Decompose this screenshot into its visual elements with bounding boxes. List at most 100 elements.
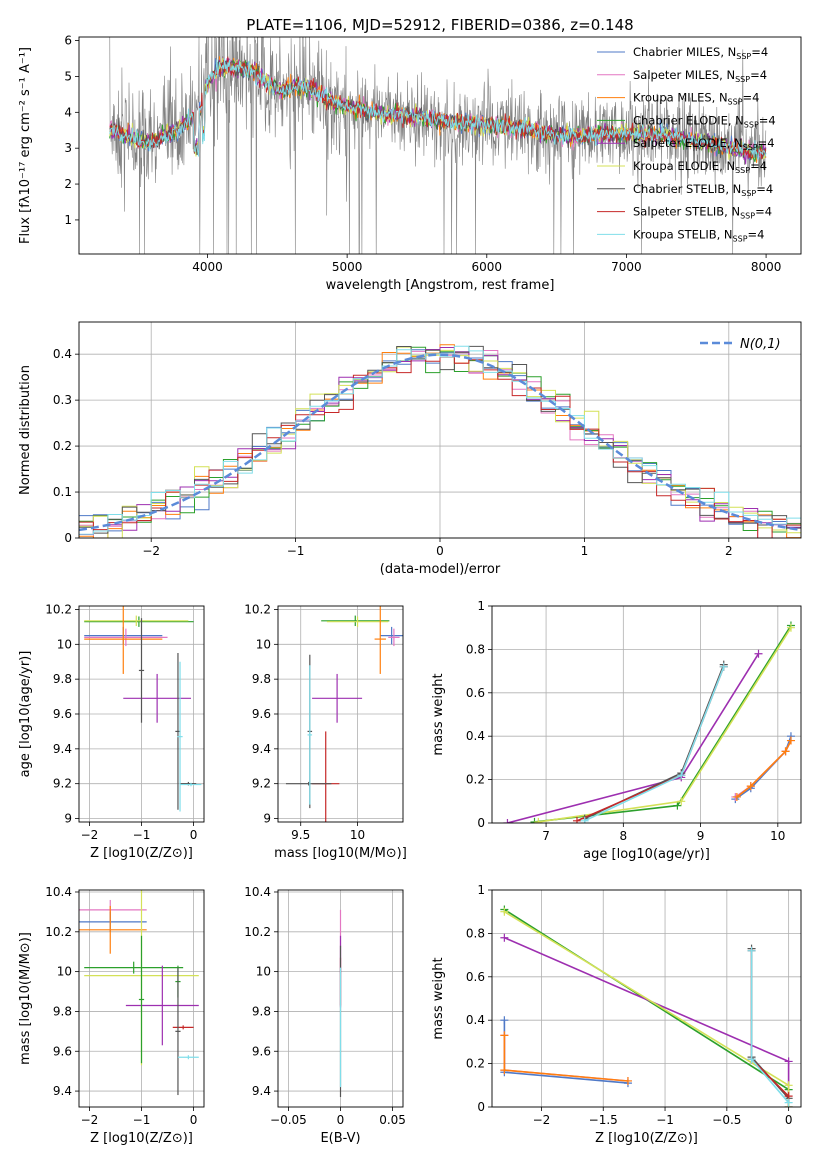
x-tick-label: −2 — [142, 544, 160, 558]
y-tick-label: 0.4 — [466, 1013, 485, 1027]
y-axis-label: age [log10(age/yr)] — [18, 651, 33, 778]
axes: 9.5 10 9 9.2 9.4 9.6 9.8 10 10.2 mass [log10(M/M⊙… — [244, 602, 407, 861]
x-tick-label: −1.5 — [589, 1113, 618, 1127]
mass-weight-marker — [580, 816, 589, 823]
y-tick-label: 0 — [64, 531, 72, 545]
y-tick-label: 10 — [256, 637, 271, 651]
y-tick-label: 3 — [64, 141, 72, 155]
x-tick-label: 0 — [190, 1113, 198, 1127]
axes-frame — [277, 605, 404, 823]
mass-weight-marker — [747, 1055, 756, 1064]
legend-entry: Chabrier MILES, NSSP=4 — [633, 45, 768, 61]
axes: −2 −1 0 9.4 9.6 9.8 10 10.2 10.4 Z [log10(Z/Z⊙)] m… — [18, 885, 205, 1146]
gaussian-reference-curve — [79, 353, 801, 532]
x-tick-label: −2 — [81, 1113, 99, 1127]
y-tick-label: 0.2 — [466, 1057, 485, 1071]
x-tick-label: 8000 — [751, 260, 782, 274]
legend-entry: Chabrier STELIB, NSSP=4 — [633, 182, 773, 198]
axes-frame — [277, 889, 404, 1108]
y-tick-label: 5 — [64, 69, 72, 83]
y-tick-label: 9.6 — [53, 707, 72, 721]
x-tick-label: 9 — [697, 829, 705, 843]
y-tick-label: 6 — [64, 34, 72, 48]
y-tick-label: 9.4 — [53, 742, 72, 756]
mass-weight-marker — [500, 1016, 509, 1025]
x-tick-label: 9.5 — [291, 828, 310, 842]
y-tick-label: 9 — [64, 812, 72, 826]
y-tick-label: 9.6 — [252, 1044, 271, 1058]
mass-weight-marker — [784, 1081, 793, 1090]
mass-weight-marker — [500, 933, 509, 942]
mass-weight-line — [734, 740, 792, 798]
axes-frame — [491, 889, 802, 1108]
legend-entry: Kroupa MILES, NSSP=4 — [633, 91, 759, 107]
spectrum-model-line — [109, 58, 767, 161]
y-tick-label: 0.2 — [53, 439, 72, 453]
y-axis-label: mass weight — [431, 673, 446, 755]
y-axis-label: mass [log10(M/M⊙)] — [18, 932, 33, 1065]
y-tick-label: 9 — [263, 812, 271, 826]
mass-weight-marker — [719, 662, 728, 671]
y-tick-label: 0.4 — [53, 347, 72, 361]
histogram-step — [79, 356, 801, 538]
mass-weight-marker — [673, 801, 682, 810]
y-tick-label: 9.4 — [252, 1084, 271, 1098]
plot-area — [503, 621, 795, 823]
y-tick-label: 0.8 — [466, 642, 485, 656]
mass-weight-marker — [572, 816, 581, 823]
mass-weight-marker — [786, 623, 795, 632]
y-tick-label: 0 — [477, 816, 485, 830]
mass-weight-marker — [677, 797, 686, 806]
mass-weight-line — [538, 627, 792, 823]
legend-entry: Chabrier ELODIE, NSSP=4 — [633, 113, 776, 129]
x-tick-label: −1 — [133, 1113, 151, 1127]
mass-weight-line — [503, 911, 790, 1107]
x-tick-label: −0.05 — [270, 1113, 307, 1127]
plot-area — [500, 905, 793, 1107]
y-tick-label: 10.2 — [244, 925, 271, 939]
y-tick-label: 9.2 — [252, 777, 271, 791]
x-axis-label: Z [log10(Z/Z⊙)] — [595, 1131, 698, 1146]
y-tick-label: 10.4 — [45, 885, 72, 899]
x-tick-label: 6000 — [472, 260, 503, 274]
y-tick-label: 9.4 — [53, 1084, 72, 1098]
y-tick-label: 0.3 — [53, 393, 72, 407]
y-tick-label: 9.8 — [252, 672, 271, 686]
x-axis-label: Z [log10(Z/Z⊙)] — [90, 1131, 193, 1146]
mass-weight-marker — [784, 1098, 793, 1107]
y-tick-label: 10.2 — [45, 925, 72, 939]
panel-spectrum: 4000 5000 6000 7000 8000 1 2 3 4 5 6 wavelength [An… — [18, 34, 802, 293]
x-axis-label: age [log10(age/yr)] — [583, 847, 710, 862]
x-tick-label: 8 — [620, 829, 628, 843]
axes: 4000 5000 6000 7000 8000 1 2 3 4 5 6 wavelength [An… — [18, 34, 802, 293]
axes-frame — [491, 605, 802, 824]
x-tick-label: 7000 — [611, 260, 642, 274]
x-tick-label: −1 — [133, 828, 151, 842]
panel-age-vs-Z: −2 −1 0 9 9.2 9.4 9.6 9.8 10 10.2 Z [log10(Z/Z⊙)] a… — [18, 602, 205, 861]
mass-weight-marker — [781, 747, 790, 756]
y-tick-label: 9.8 — [53, 1004, 72, 1018]
axes-frame — [78, 889, 205, 1108]
y-tick-label: 1 — [64, 213, 72, 227]
y-tick-label: 10.4 — [244, 885, 271, 899]
plot-area — [79, 344, 801, 538]
y-tick-label: 1 — [477, 883, 485, 897]
panel-mass-weight-vs-age: 7 8 9 10 0 0.2 0.4 0.6 0.8 1 age [log10(age/yr)] ma… — [431, 599, 802, 862]
mass-weight-marker — [786, 736, 795, 745]
mass-weight-marker — [500, 1066, 509, 1075]
mass-weight-line — [503, 908, 790, 1107]
y-tick-label: 0.6 — [466, 686, 485, 700]
y-tick-label: 9.8 — [53, 672, 72, 686]
y-tick-label: 9.2 — [53, 777, 72, 791]
axes-frame — [78, 36, 802, 255]
x-axis-label: (data-model)/error — [380, 562, 501, 577]
y-axis-label: Normed distribution — [18, 365, 33, 495]
grid — [278, 606, 403, 822]
legend: Chabrier MILES, NSSP=4 Salpeter MILES, NS… — [597, 45, 776, 243]
mass-weight-marker — [677, 771, 686, 780]
x-tick-label: −1 — [287, 544, 305, 558]
legend-entry: Salpeter ELODIE, NSSP=4 — [633, 136, 775, 152]
y-tick-label: 10 — [256, 965, 271, 979]
y-tick-label: 4 — [64, 105, 72, 119]
